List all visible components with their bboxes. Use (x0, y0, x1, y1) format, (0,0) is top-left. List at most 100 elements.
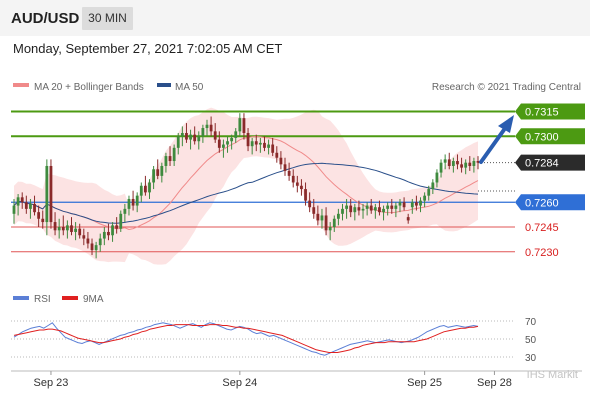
candle-body (246, 132, 250, 147)
candle-body (398, 202, 402, 206)
candle (349, 198, 353, 218)
candle (431, 179, 435, 195)
candle-body (78, 228, 82, 236)
x-tick-label: Sep 25 (407, 377, 442, 389)
candle-body (37, 212, 41, 219)
candle (468, 156, 472, 171)
candle (111, 222, 114, 242)
candle-body (320, 215, 324, 221)
candle (45, 159, 49, 236)
candle (29, 198, 32, 219)
candle-body (57, 227, 61, 231)
candle-body (456, 161, 459, 165)
candle-body (65, 225, 69, 231)
candle-body (460, 164, 463, 168)
candle (82, 228, 86, 246)
candle-body (345, 205, 349, 209)
candle (406, 213, 410, 224)
bollinger-band-area (14, 107, 478, 265)
candle (160, 162, 164, 183)
candle-body (439, 162, 443, 173)
candle (20, 192, 24, 209)
level-label-support: 0.7245 (525, 222, 559, 234)
candle-body (70, 225, 73, 232)
candle-body (341, 208, 344, 214)
candle (131, 190, 135, 211)
candle (291, 169, 295, 188)
candle-body (267, 144, 270, 148)
candle-body (291, 175, 295, 183)
candle (308, 192, 312, 213)
candle (464, 159, 468, 175)
candle (135, 192, 139, 213)
timeframe-button[interactable]: 30 MIN (82, 7, 133, 30)
candle-body (373, 207, 377, 211)
candle-body (275, 152, 279, 158)
rsi-series-line (13, 324, 479, 353)
price-level-labels: 0.7315 0.7300 0.7284 0.7260 0.7245 0.7230 (515, 103, 585, 259)
candle-body (111, 225, 114, 236)
candle (16, 194, 20, 216)
rsi-ma-legend-label: 9MA (83, 294, 104, 305)
candle (49, 159, 53, 229)
candle-body (33, 203, 36, 213)
candle (12, 198, 16, 224)
candle (197, 131, 201, 150)
candle-body (283, 164, 287, 171)
candle (213, 123, 217, 143)
candle (123, 203, 127, 223)
candle-body (135, 195, 139, 206)
candle (86, 231, 90, 249)
candle (390, 198, 394, 214)
candle-body (193, 134, 197, 142)
candle-body (217, 139, 221, 148)
ma50-legend-label: MA 50 (175, 82, 204, 93)
candle (443, 154, 447, 170)
candle-body (472, 161, 476, 166)
candle (460, 157, 463, 173)
candle-body (308, 200, 312, 208)
candle (189, 129, 192, 150)
candle-body (431, 182, 435, 190)
candle-body (316, 213, 320, 221)
candle-body (242, 118, 246, 133)
candle (148, 179, 151, 199)
candle-body (328, 227, 332, 231)
candle-body (189, 134, 192, 140)
level-label-current: 0.7284 (525, 158, 559, 170)
candle-body (451, 161, 455, 166)
candle (115, 217, 119, 234)
candle (193, 126, 197, 145)
candle-body (324, 215, 328, 231)
ma50-line (13, 162, 479, 224)
candle (398, 198, 402, 213)
candle (279, 151, 283, 170)
candle-body (45, 165, 49, 223)
candle (172, 144, 176, 166)
candle-body (102, 231, 106, 239)
candle (476, 156, 480, 170)
rsi-legend-swatch (13, 296, 29, 300)
ma50-legend-swatch (157, 83, 171, 87)
candle (168, 146, 172, 166)
candle-body (386, 205, 390, 209)
candle (263, 136, 266, 152)
candle-body (468, 162, 472, 166)
candle (74, 222, 77, 241)
rsi-ma-legend-swatch (62, 296, 78, 300)
candle (24, 195, 28, 214)
candle-body (238, 118, 242, 132)
chart-header: AUD/USD 30 MIN (0, 0, 590, 36)
bollinger-bands (14, 107, 478, 265)
candle (295, 175, 299, 193)
candle-body (312, 207, 316, 214)
candle (78, 223, 82, 239)
candle-body (12, 205, 16, 214)
candle (102, 227, 106, 246)
candle-body (180, 132, 184, 137)
candle (357, 200, 361, 216)
rsi-pane: 30 50 70 (11, 317, 537, 364)
candle-body (82, 235, 86, 239)
candle-body (213, 131, 217, 140)
candle (456, 154, 459, 170)
